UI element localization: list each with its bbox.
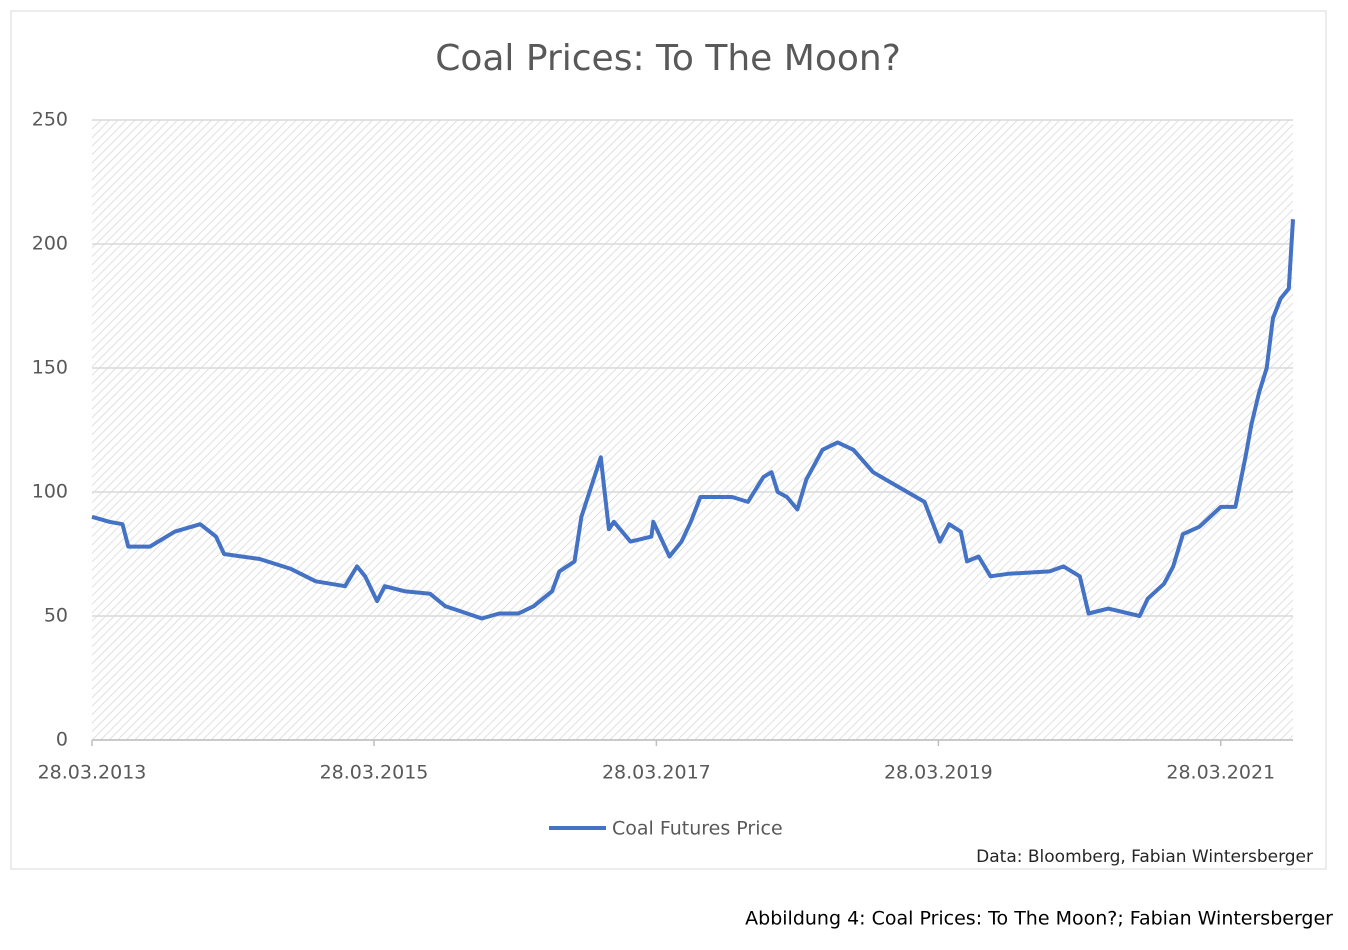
y-tick-label: 250 <box>32 109 68 131</box>
y-tick-label: 0 <box>56 729 68 751</box>
y-tick-label: 200 <box>32 233 68 255</box>
x-tick-label: 28.03.2021 <box>1166 762 1275 784</box>
caption: Abbildung 4: Coal Prices: To The Moon?; … <box>745 908 1333 930</box>
x-tick-label: 28.03.2019 <box>884 762 993 784</box>
y-tick-label: 100 <box>32 481 68 503</box>
y-tick-label: 150 <box>32 357 68 379</box>
y-tick-label: 50 <box>44 605 68 627</box>
line-series <box>91 219 1295 621</box>
x-tick-label: 28.03.2015 <box>320 762 429 784</box>
x-tick-label: 28.03.2013 <box>38 762 147 784</box>
legend-label: Coal Futures Price <box>612 818 783 840</box>
chart-title: Coal Prices: To The Moon? <box>435 38 901 79</box>
x-tick-label: 28.03.2017 <box>602 762 711 784</box>
source-note: Data: Bloomberg, Fabian Wintersberger <box>976 847 1313 867</box>
plot-area <box>92 120 1293 740</box>
